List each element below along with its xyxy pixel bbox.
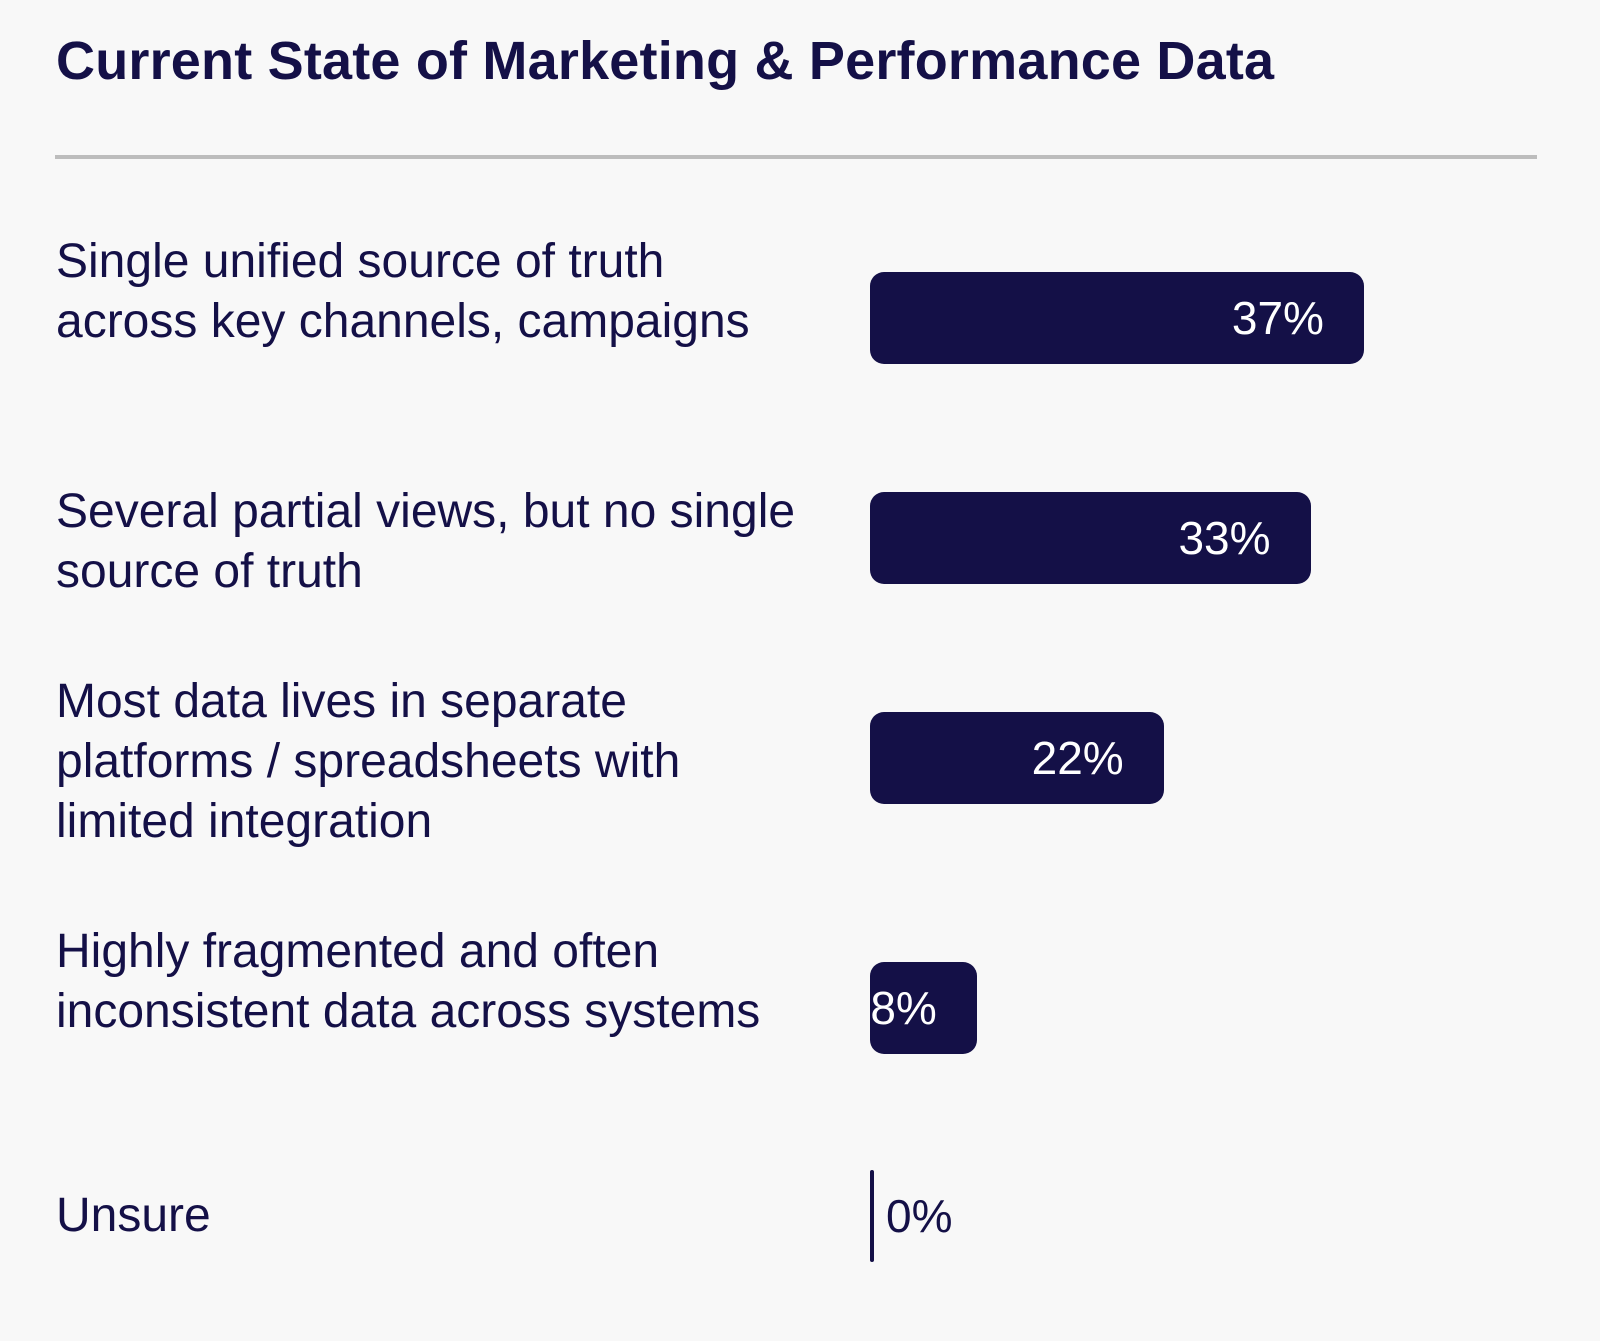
bar: 37%: [870, 272, 1364, 364]
bar-value-label: 33%: [1178, 512, 1271, 564]
bar-value-label: 0%: [886, 1190, 953, 1242]
category-label: Unsure: [56, 1189, 211, 1242]
bar: 8%: [870, 962, 977, 1054]
title-divider: [55, 155, 1537, 159]
category-label: Highly fragmented and often inconsistent…: [56, 925, 761, 1038]
category-label: Single unified source of truth across ke…: [56, 235, 750, 348]
chart-title: Current State of Marketing & Performance…: [56, 31, 1275, 91]
bar-value-label: 37%: [1231, 292, 1324, 344]
category-label: Most data lives in separate platforms / …: [56, 675, 681, 848]
category-label: Several partial views, but no single sou…: [56, 485, 796, 598]
bar: 33%: [870, 492, 1311, 584]
bar-value-label: 22%: [1031, 732, 1124, 784]
bar-value-label: 8%: [870, 982, 937, 1034]
bar: [870, 1170, 874, 1262]
bar: 22%: [870, 712, 1164, 804]
